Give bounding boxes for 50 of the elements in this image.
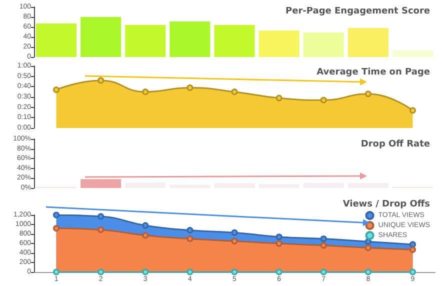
point [364,90,372,98]
bar [125,25,166,57]
point [276,234,282,240]
point [364,244,372,252]
point [409,268,416,276]
point [320,236,327,242]
point [231,268,238,276]
point [364,238,372,245]
point [409,107,416,114]
chart-title: Drop Off Rate [360,140,430,150]
point [231,88,238,96]
point [231,238,238,244]
point [409,241,416,248]
point [186,84,194,91]
point [98,213,104,220]
point [186,268,194,276]
point [276,240,282,247]
point [276,94,282,102]
point [53,225,60,232]
chart-title: Views / Drop Offs [342,200,430,210]
point [276,268,282,276]
point [53,268,60,276]
point [98,268,104,276]
point [231,229,238,236]
bar [258,30,300,57]
point [186,236,194,242]
point [364,268,372,276]
point [409,246,416,253]
point [98,226,104,233]
bar [170,22,210,57]
point [320,268,327,276]
bar [214,25,255,57]
point [142,88,149,96]
point [320,96,327,104]
point [186,226,194,234]
point [142,222,149,229]
point [142,268,149,276]
point [142,232,149,239]
bar [392,50,433,57]
bar [80,17,122,57]
point [53,212,60,218]
point [53,86,60,94]
point [98,77,104,84]
bar [303,32,344,57]
chart-title: Per-Page Engagement Score [286,6,430,16]
bar [80,179,122,188]
point [320,242,327,249]
chart-title: Average Time on Page [316,68,430,78]
bar [348,28,388,57]
bar [36,24,77,57]
